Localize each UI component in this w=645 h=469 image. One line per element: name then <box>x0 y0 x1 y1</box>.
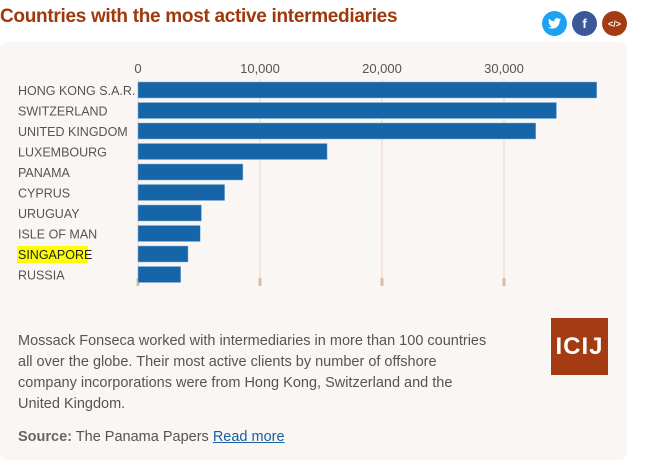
x-tick-label: 30,000 <box>484 61 524 76</box>
bar <box>137 102 557 119</box>
bar <box>137 225 201 242</box>
tick-mark <box>380 278 384 286</box>
bar <box>137 245 189 263</box>
bar <box>137 122 536 140</box>
source-line: Source: The Panama Papers Read more <box>18 429 285 445</box>
category-label: CYPRUS <box>18 187 70 201</box>
x-tick-label: 20,000 <box>362 61 402 76</box>
twitter-share-button[interactable] <box>542 11 567 36</box>
category-label: RUSSIA <box>18 269 65 283</box>
bar <box>137 81 597 99</box>
chart-card: 0 10,000 20,000 30,000 HONG KONG S.A.R. SWITZ… <box>0 42 627 460</box>
bar-chart: 0 10,000 20,000 30,000 HONG KONG S.A.R. SWITZ… <box>17 61 597 286</box>
bar <box>137 204 202 222</box>
chart-description: Mossack Fonseca worked with intermediari… <box>18 333 487 412</box>
category-label: ISLE OF MAN <box>18 228 97 242</box>
category-label: SWITZERLAND <box>18 105 108 119</box>
facebook-share-button[interactable]: f <box>572 11 597 36</box>
facebook-icon: f <box>582 16 587 31</box>
bar <box>137 184 225 201</box>
label-highlight <box>17 246 88 263</box>
category-label: LUXEMBOURG <box>18 146 107 160</box>
category-label: URUGUAY <box>18 207 80 221</box>
tick-mark <box>502 278 506 286</box>
category-label: UNITED KINGDOM <box>18 125 128 139</box>
embed-icon: </> <box>607 18 621 29</box>
x-tick-label: 0 <box>134 61 141 76</box>
icij-logo: ICIJ <box>551 318 608 375</box>
bar <box>137 163 244 181</box>
embed-button[interactable]: </> <box>602 11 627 36</box>
chart-title: Countries with the most active intermedi… <box>0 6 398 27</box>
bar <box>137 266 181 283</box>
twitter-icon <box>548 18 561 29</box>
category-label: PANAMA <box>18 166 71 180</box>
tick-mark <box>258 278 262 286</box>
x-tick-label: 10,000 <box>240 61 280 76</box>
category-label: HONG KONG S.A.R. <box>18 84 135 98</box>
read-more-link[interactable]: Read more <box>212 429 285 445</box>
category-label: SINGAPORE <box>18 248 92 262</box>
bar <box>137 143 328 160</box>
